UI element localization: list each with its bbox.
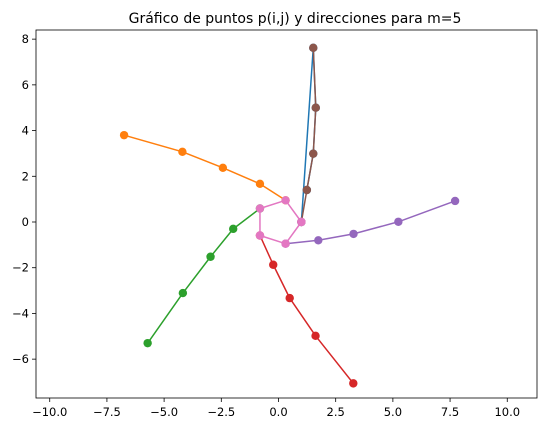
- plot-area: [119, 43, 460, 388]
- axes-frame: [35, 29, 538, 399]
- series-5-point-2: [309, 149, 318, 158]
- series-3: [255, 231, 358, 388]
- x-tick-label-7: 7.5: [441, 405, 459, 419]
- y-tick-label-7: 8: [22, 32, 29, 46]
- series-6-point-3: [255, 231, 265, 240]
- series-1-point-2: [218, 163, 228, 173]
- series-2-line: [147, 207, 261, 344]
- series-3-point-4: [349, 379, 358, 388]
- series-2-point-3: [178, 288, 188, 298]
- series-5-point-4: [309, 43, 318, 53]
- series-6-point-1: [281, 196, 290, 205]
- series-5-point-3: [311, 103, 320, 112]
- y-tick-label-3: 0: [22, 215, 29, 229]
- series-5-point-1: [302, 185, 312, 195]
- series-1: [119, 130, 290, 205]
- y-tick-label-4: 2: [22, 169, 29, 183]
- series-2-point-1: [229, 224, 238, 234]
- series-1-point-3: [178, 147, 187, 157]
- series-2-point-2: [206, 252, 215, 261]
- series-4: [281, 196, 460, 248]
- series-0: [297, 43, 320, 227]
- y-tick-label-6: 6: [22, 78, 29, 92]
- y-tick-label-0: −6: [12, 352, 29, 366]
- x-tick-label-6: 5.0: [384, 405, 402, 419]
- x-tick-label-8: 10.0: [494, 405, 520, 419]
- series-6-line: [259, 199, 302, 245]
- series-6-point-4: [281, 239, 290, 248]
- y-tick-label-1: −4: [12, 306, 29, 320]
- chart-title: Gráfico de puntos p(i,j) y direcciones p…: [129, 11, 462, 27]
- series-6: [255, 196, 306, 248]
- series-4-point-4: [450, 196, 460, 206]
- x-tick-label-5: 2.5: [327, 405, 345, 419]
- series-6-point-5: [297, 217, 306, 227]
- x-tick-label-2: −5.0: [150, 405, 178, 419]
- series-6-point-2: [255, 204, 265, 213]
- series-4-point-1: [314, 236, 323, 245]
- series-4-point-3: [394, 217, 403, 226]
- series-3-point-3: [311, 331, 320, 341]
- x-tick-label-0: −10.0: [32, 405, 67, 419]
- series-2-point-4: [143, 338, 152, 348]
- series-3-line: [259, 235, 354, 384]
- series-1-point-4: [119, 130, 129, 140]
- x-axis: −10.0 −7.5 −5.0 −2.5 0.0 2.5 5.0 7.5 10.0: [32, 398, 520, 419]
- series-3-point-1: [269, 260, 278, 269]
- y-tick-label-5: 4: [22, 124, 29, 138]
- series-1-point-1: [255, 179, 265, 189]
- series-3-point-2: [285, 293, 294, 303]
- series-1-line: [123, 134, 286, 201]
- y-tick-label-2: −2: [12, 261, 29, 275]
- series-5: [297, 43, 320, 227]
- x-tick-label-4: 0.0: [269, 405, 287, 419]
- series-2: [143, 204, 265, 348]
- series-4-point-2: [349, 229, 358, 239]
- y-axis: −6 −4 −2 0 2 4 6 8: [12, 32, 36, 366]
- x-tick-label-1: −7.5: [93, 405, 121, 419]
- x-tick-label-3: −2.5: [207, 405, 235, 419]
- series-4-line: [285, 200, 456, 245]
